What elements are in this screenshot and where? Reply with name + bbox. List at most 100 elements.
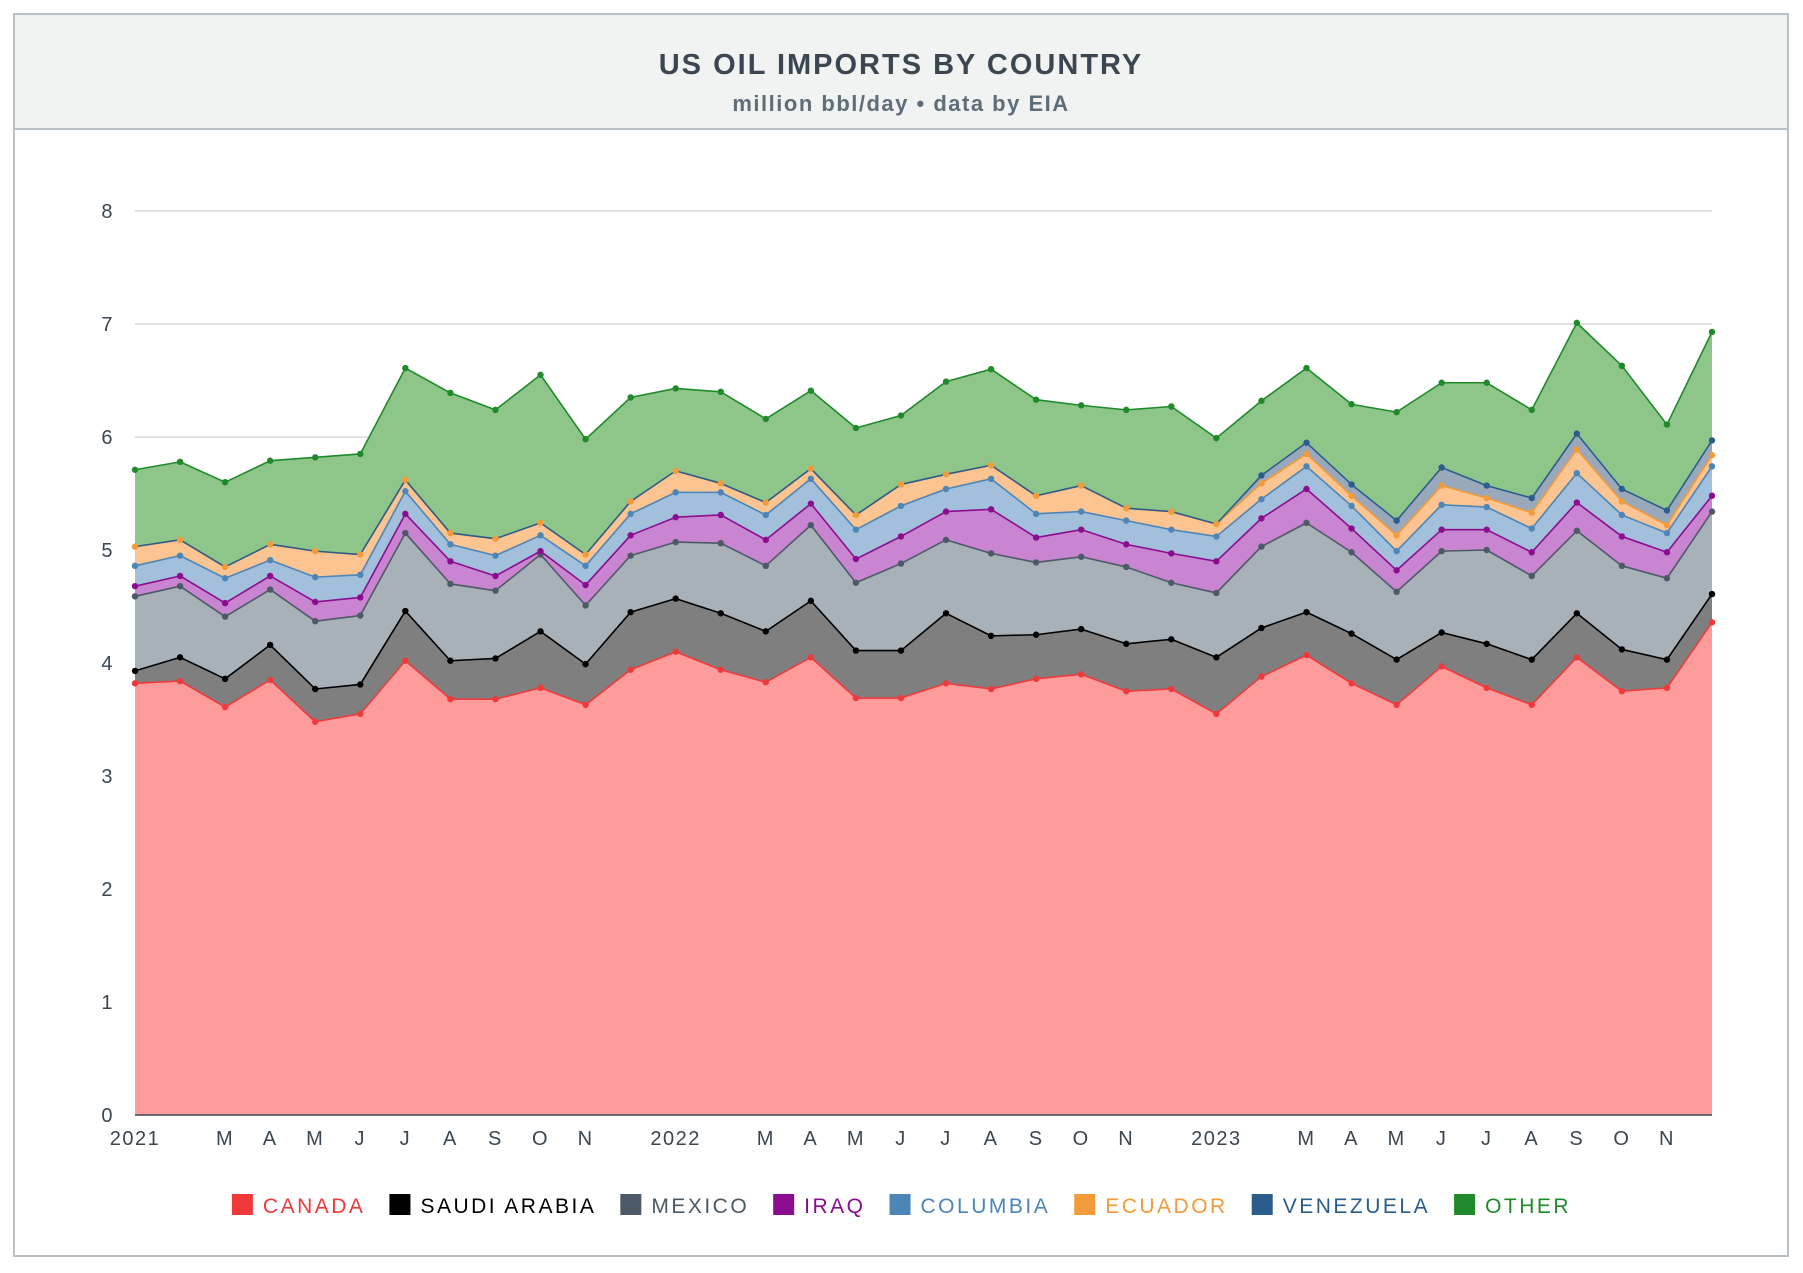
- point-columbia[interactable]: [1123, 517, 1130, 524]
- point-mexico[interactable]: [221, 613, 229, 620]
- point-canada[interactable]: [1303, 651, 1310, 659]
- point-canada[interactable]: [807, 654, 815, 661]
- point-saudi-arabia[interactable]: [942, 610, 950, 617]
- point-ecuador[interactable]: [1663, 521, 1671, 529]
- point-other[interactable]: [942, 378, 950, 385]
- point-columbia[interactable]: [627, 510, 634, 518]
- legend-item-ecuador[interactable]: ECUADOR: [1074, 1194, 1228, 1218]
- point-mexico[interactable]: [1213, 589, 1220, 597]
- point-mexico[interactable]: [1303, 519, 1310, 527]
- point-saudi-arabia[interactable]: [537, 628, 544, 635]
- point-iraq[interactable]: [1168, 550, 1175, 557]
- point-iraq[interactable]: [221, 599, 229, 607]
- point-canada[interactable]: [492, 695, 499, 703]
- point-other[interactable]: [1123, 406, 1130, 414]
- legend-item-mexico[interactable]: MEXICO: [620, 1194, 749, 1218]
- point-saudi-arabia[interactable]: [807, 597, 815, 605]
- point-columbia[interactable]: [942, 485, 950, 493]
- point-ecuador[interactable]: [672, 467, 679, 475]
- point-venezuela[interactable]: [1483, 482, 1490, 489]
- point-saudi-arabia[interactable]: [762, 628, 769, 635]
- point-venezuela[interactable]: [1663, 507, 1671, 514]
- point-canada[interactable]: [582, 701, 589, 709]
- point-iraq[interactable]: [447, 558, 454, 565]
- point-iraq[interactable]: [852, 555, 860, 563]
- point-mexico[interactable]: [807, 521, 815, 529]
- point-other[interactable]: [1573, 319, 1581, 327]
- point-saudi-arabia[interactable]: [176, 654, 184, 661]
- point-iraq[interactable]: [627, 532, 634, 539]
- point-venezuela[interactable]: [1303, 439, 1310, 446]
- point-columbia[interactable]: [492, 552, 499, 559]
- point-mexico[interactable]: [627, 552, 634, 559]
- legend-item-saudi-arabia[interactable]: SAUDI ARABIA: [389, 1194, 596, 1218]
- point-iraq[interactable]: [312, 598, 319, 606]
- point-other[interactable]: [582, 436, 589, 443]
- point-ecuador[interactable]: [221, 563, 229, 571]
- point-other[interactable]: [176, 458, 184, 466]
- point-mexico[interactable]: [1123, 563, 1130, 571]
- point-iraq[interactable]: [1438, 526, 1445, 533]
- point-canada[interactable]: [357, 710, 364, 718]
- point-canada[interactable]: [1032, 675, 1040, 683]
- point-iraq[interactable]: [807, 500, 815, 507]
- point-columbia[interactable]: [1573, 469, 1581, 477]
- point-iraq[interactable]: [987, 506, 995, 513]
- point-iraq[interactable]: [1258, 515, 1265, 522]
- point-canada[interactable]: [176, 677, 184, 685]
- point-iraq[interactable]: [1123, 541, 1130, 548]
- point-saudi-arabia[interactable]: [1168, 636, 1175, 643]
- point-columbia[interactable]: [447, 541, 454, 548]
- point-saudi-arabia[interactable]: [1618, 646, 1626, 653]
- point-columbia[interactable]: [312, 573, 319, 581]
- point-iraq[interactable]: [1348, 525, 1355, 532]
- point-canada[interactable]: [537, 684, 544, 692]
- point-ecuador[interactable]: [492, 535, 499, 542]
- point-mexico[interactable]: [1618, 562, 1626, 570]
- point-ecuador[interactable]: [717, 480, 724, 487]
- point-saudi-arabia[interactable]: [897, 647, 905, 654]
- point-other[interactable]: [1438, 379, 1445, 386]
- point-columbia[interactable]: [1213, 533, 1220, 540]
- point-saudi-arabia[interactable]: [852, 647, 860, 654]
- point-saudi-arabia[interactable]: [1483, 640, 1490, 647]
- point-iraq[interactable]: [717, 511, 724, 519]
- point-saudi-arabia[interactable]: [1213, 654, 1220, 661]
- point-ecuador[interactable]: [897, 481, 905, 488]
- point-canada[interactable]: [1663, 684, 1671, 692]
- point-mexico[interactable]: [1393, 588, 1400, 596]
- point-ecuador[interactable]: [131, 543, 139, 550]
- point-saudi-arabia[interactable]: [1663, 656, 1671, 663]
- point-canada[interactable]: [1078, 671, 1085, 678]
- point-mexico[interactable]: [176, 582, 184, 590]
- point-other[interactable]: [402, 364, 409, 372]
- point-columbia[interactable]: [1618, 511, 1626, 519]
- point-ecuador[interactable]: [1303, 450, 1310, 458]
- point-venezuela[interactable]: [1258, 472, 1265, 479]
- point-iraq[interactable]: [762, 536, 769, 544]
- point-columbia[interactable]: [1348, 502, 1355, 510]
- point-ecuador[interactable]: [1618, 498, 1626, 505]
- point-ecuador[interactable]: [1483, 494, 1490, 502]
- point-mexico[interactable]: [1168, 579, 1175, 586]
- point-canada[interactable]: [1258, 673, 1265, 680]
- point-other[interactable]: [357, 450, 364, 458]
- point-iraq[interactable]: [537, 547, 544, 555]
- point-saudi-arabia[interactable]: [672, 595, 679, 602]
- point-other[interactable]: [221, 479, 229, 486]
- point-mexico[interactable]: [1663, 575, 1671, 582]
- point-ecuador[interactable]: [1528, 509, 1535, 516]
- point-canada[interactable]: [1573, 654, 1581, 661]
- point-ecuador[interactable]: [537, 519, 544, 527]
- point-columbia[interactable]: [266, 556, 274, 564]
- point-iraq[interactable]: [1393, 567, 1400, 574]
- point-other[interactable]: [1258, 397, 1265, 405]
- point-mexico[interactable]: [987, 550, 995, 557]
- legend-item-columbia[interactable]: COLUMBIA: [889, 1194, 1051, 1218]
- point-other[interactable]: [717, 388, 724, 395]
- point-other[interactable]: [1348, 401, 1355, 408]
- point-canada[interactable]: [1618, 688, 1626, 695]
- point-columbia[interactable]: [221, 575, 229, 582]
- point-other[interactable]: [1032, 396, 1040, 403]
- point-canada[interactable]: [1708, 619, 1716, 626]
